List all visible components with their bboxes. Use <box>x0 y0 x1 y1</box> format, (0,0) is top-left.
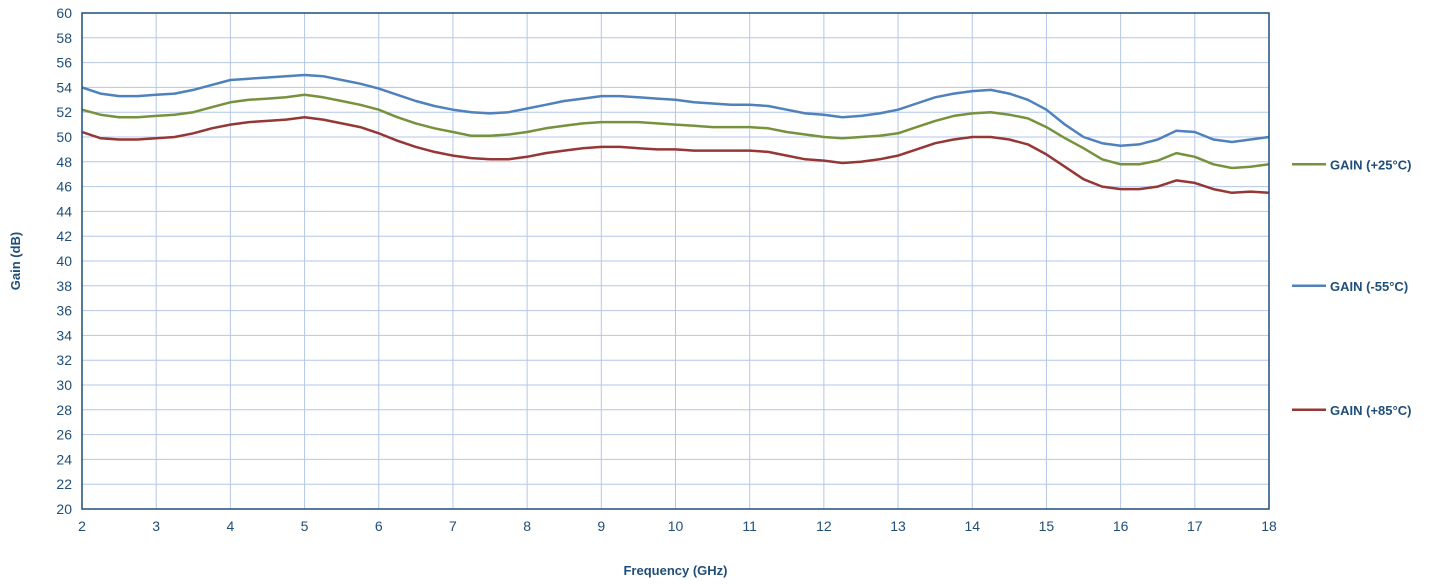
x-tick-label: 11 <box>742 518 757 534</box>
y-tick-label: 58 <box>56 30 72 46</box>
y-tick-label: 50 <box>56 129 72 145</box>
y-axis-ticks: 20 22 24 26 28 30 32 34 36 38 40 42 44 46 48 50 52 54 56 58… <box>56 5 72 517</box>
y-tick-label: 60 <box>56 5 72 21</box>
y-tick-label: 30 <box>56 377 72 393</box>
x-tick-label: 5 <box>301 518 309 534</box>
y-tick-label: 56 <box>56 55 72 71</box>
y-tick-label: 48 <box>56 154 72 170</box>
y-tick-label: 24 <box>56 451 72 467</box>
chart-series-lines <box>81 73 1270 195</box>
x-tick-label: 6 <box>375 518 383 534</box>
x-tick-label: 17 <box>1187 518 1203 534</box>
y-axis-title: Gain (dB) <box>8 232 23 291</box>
y-tick-label: 38 <box>56 278 72 294</box>
y-tick-label: 54 <box>56 79 72 95</box>
y-tick-label: 40 <box>56 253 72 269</box>
x-tick-label: 2 <box>78 518 86 534</box>
legend-label: GAIN (+25°C) <box>1330 157 1411 172</box>
x-tick-label: 16 <box>1113 518 1129 534</box>
plot-area-frame <box>81 12 1270 510</box>
series-line-2 <box>81 115 1270 195</box>
x-tick-label: 7 <box>449 518 457 534</box>
y-tick-label: 52 <box>56 104 72 120</box>
legend-label: GAIN (+85°C) <box>1330 403 1411 418</box>
x-tick-label: 9 <box>597 518 605 534</box>
y-tick-label: 44 <box>56 203 72 219</box>
x-tick-label: 3 <box>152 518 160 534</box>
x-tick-label: 14 <box>964 518 980 534</box>
y-tick-label: 34 <box>56 327 72 343</box>
x-tick-label: 4 <box>226 518 234 534</box>
y-tick-label: 26 <box>56 427 72 443</box>
chart-gridlines <box>81 12 1270 510</box>
y-tick-label: 46 <box>56 179 72 195</box>
x-axis-ticks: 2 3 4 5 6 7 8 9 10 11 12 13 14 15 16 17 18 <box>78 518 1277 534</box>
y-tick-label: 20 <box>56 501 72 517</box>
y-tick-label: 32 <box>56 352 72 368</box>
x-tick-label: 13 <box>890 518 906 534</box>
y-tick-label: 22 <box>56 476 72 492</box>
series-line-0 <box>81 93 1270 170</box>
x-tick-label: 15 <box>1039 518 1055 534</box>
x-tick-label: 10 <box>668 518 684 534</box>
legend-label: GAIN (-55°C) <box>1330 279 1408 294</box>
y-tick-label: 42 <box>56 228 72 244</box>
x-tick-label: 18 <box>1261 518 1277 534</box>
y-tick-label: 36 <box>56 303 72 319</box>
x-tick-label: 12 <box>816 518 832 534</box>
x-tick-label: 8 <box>523 518 531 534</box>
y-tick-label: 28 <box>56 402 72 418</box>
chart-legend: GAIN (+25°C) GAIN (-55°C) GAIN (+85°C) <box>1292 157 1411 418</box>
series-line-1 <box>81 73 1270 147</box>
x-axis-title: Frequency (GHz) <box>623 563 727 578</box>
